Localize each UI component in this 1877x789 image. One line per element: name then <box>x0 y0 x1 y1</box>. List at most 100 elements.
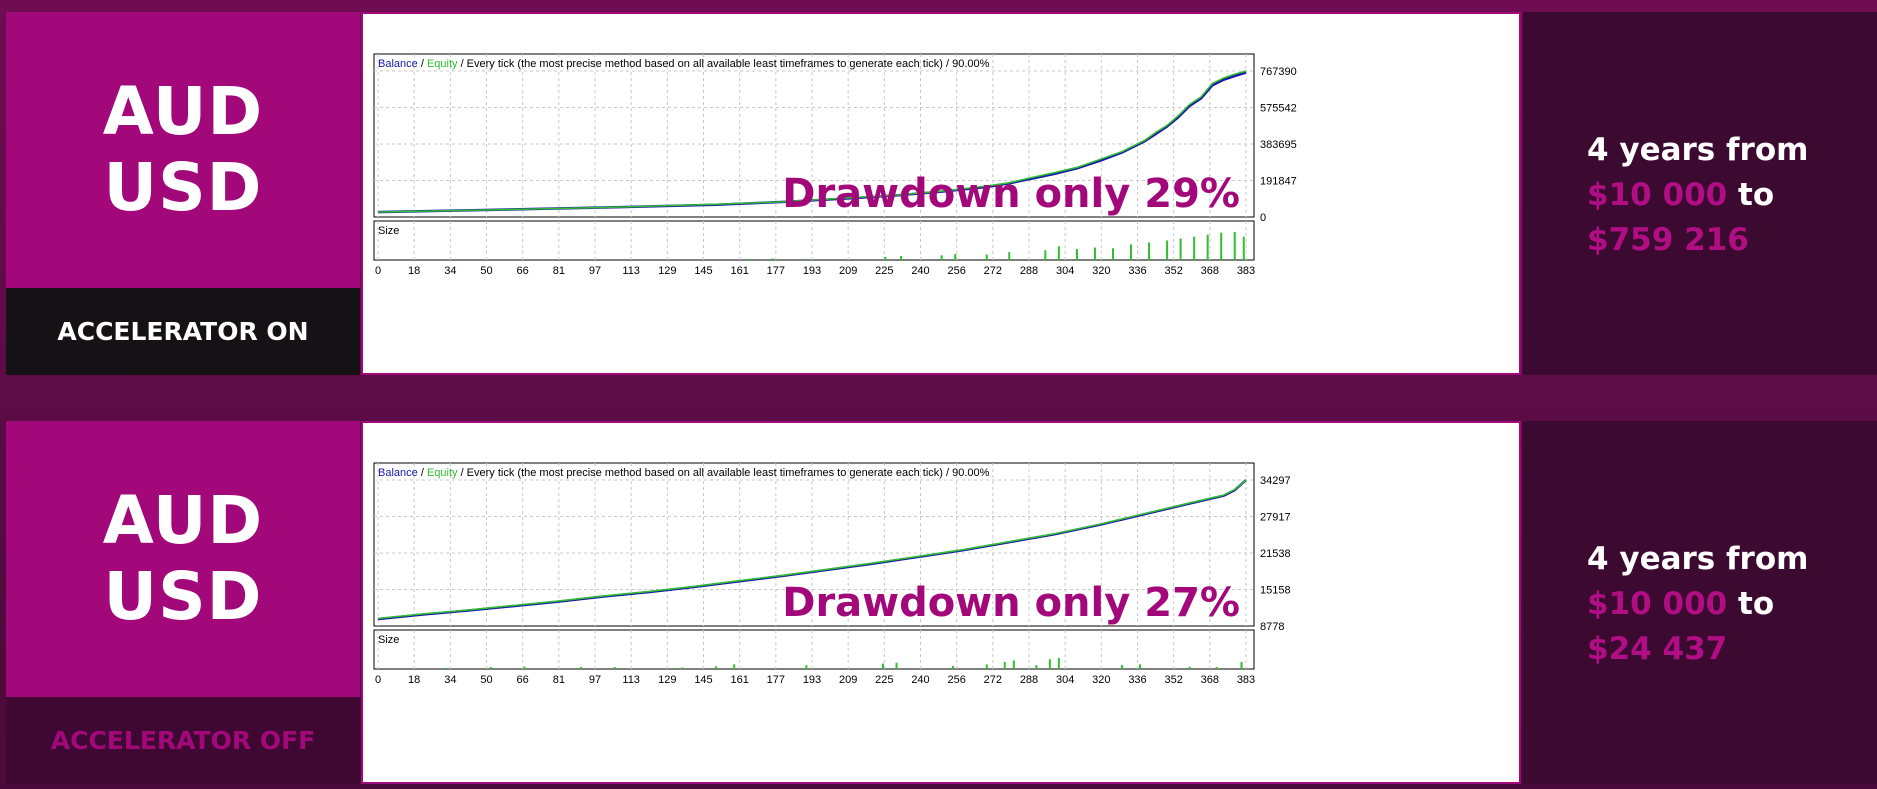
x-tick-label: 18 <box>408 265 420 277</box>
chart-panel: 0 18 34 50 66 81 97 113 129 145 161 177 193 209 225 240… <box>361 421 1521 784</box>
x-tick-label: 272 <box>984 674 1002 686</box>
chart-legend: Balance / Equity / Every tick (the most … <box>378 467 990 479</box>
series-line-equity <box>377 479 1247 620</box>
accelerator-label: ACCELERATOR OFF <box>6 697 360 784</box>
size-label: Size <box>378 634 399 646</box>
size-bar <box>749 258 751 260</box>
x-tick-label: 383 <box>1237 265 1255 277</box>
x-tick-label: 288 <box>1020 265 1038 277</box>
size-bar <box>1130 244 1133 260</box>
size-bar <box>1093 247 1096 260</box>
x-tick-label: 113 <box>622 674 640 686</box>
size-bar <box>1139 664 1142 669</box>
x-tick-label: 193 <box>803 674 821 686</box>
size-bar <box>1012 660 1015 669</box>
stats-to-word: to <box>1738 586 1775 622</box>
accelerator-label: ACCELERATOR ON <box>6 288 360 375</box>
pair-line2: USD <box>103 558 263 635</box>
y-tick-label: 575542 <box>1260 103 1297 115</box>
stats-text: 4 years from $10 000 to $759 216 <box>1587 128 1808 263</box>
size-bar <box>444 667 447 669</box>
pair-line2: USD <box>103 149 263 226</box>
x-tick-label: 34 <box>444 674 456 686</box>
size-bar <box>1179 238 1182 260</box>
x-tick-label: 145 <box>694 265 712 277</box>
x-tick-label: 161 <box>730 265 748 277</box>
size-bar <box>1240 661 1243 669</box>
x-tick-label: 66 <box>517 265 529 277</box>
legend-desc: / Every tick (the most precise method ba… <box>458 467 990 479</box>
drawdown-text: Drawdown only 29% <box>782 171 1240 217</box>
size-bar <box>895 662 898 669</box>
legend-sep: / <box>418 467 427 479</box>
y-tick-label: 191847 <box>1260 176 1297 188</box>
x-tick-label: 18 <box>408 674 420 686</box>
x-tick-label: 352 <box>1164 265 1182 277</box>
size-bar <box>954 254 957 260</box>
x-tick-label: 129 <box>658 674 676 686</box>
stats-text: 4 years from $10 000 to $24 437 <box>1587 537 1808 672</box>
legend-balance: Balance <box>378 467 418 479</box>
x-tick-label: 0 <box>375 674 381 686</box>
size-bar <box>523 666 526 669</box>
size-bar <box>1166 240 1169 260</box>
size-bar <box>1111 248 1114 260</box>
x-tick-label: 368 <box>1201 265 1219 277</box>
chart-legend: Balance / Equity / Every tick (the most … <box>378 58 990 70</box>
legend-balance: Balance <box>378 58 418 70</box>
x-tick-label: 145 <box>694 674 712 686</box>
x-tick-label: 225 <box>875 265 893 277</box>
balance-equity-chart: 0 18 34 50 66 81 97 113 129 145 161 177 193 209 225 240… <box>373 53 1297 277</box>
size-bar <box>1215 667 1218 669</box>
panel-accelerator-on: AUD USD ACCELERATOR ON 0 18 34 50 66 81 97 113 1… <box>6 12 1877 375</box>
stats-from: $10 000 <box>1587 586 1728 622</box>
x-tick-label: 320 <box>1092 674 1110 686</box>
stats-line1: 4 years from <box>1587 132 1809 168</box>
x-tick-label: 34 <box>444 265 456 277</box>
size-frame <box>373 220 1255 261</box>
x-tick-label: 113 <box>622 265 640 277</box>
x-tick-label: 177 <box>767 674 785 686</box>
x-tick-label: 129 <box>658 265 676 277</box>
x-tick-label: 177 <box>767 265 785 277</box>
pair-box: AUD USD <box>6 12 360 288</box>
x-tick-label: 352 <box>1164 674 1182 686</box>
y-tick-label: 34297 <box>1260 475 1291 487</box>
size-bar <box>1193 236 1196 260</box>
size-label: Size <box>378 225 399 237</box>
series-line-equity <box>377 70 1247 213</box>
size-bar <box>900 256 903 260</box>
legend-equity: Equity <box>427 467 458 479</box>
plot-frame <box>373 462 1255 627</box>
stats-line2: $10 000 to <box>1587 582 1808 627</box>
size-bar <box>489 667 492 669</box>
stats-from: $10 000 <box>1587 177 1728 213</box>
size-bar <box>884 256 887 260</box>
x-tick-label: 225 <box>875 674 893 686</box>
x-tick-label: 50 <box>480 674 492 686</box>
size-bar <box>1035 665 1038 669</box>
x-tick-label: 0 <box>375 265 381 277</box>
legend-equity: Equity <box>427 58 458 70</box>
stats-to: $24 437 <box>1587 631 1728 667</box>
size-bar <box>985 664 988 669</box>
x-tick-label: 288 <box>1020 674 1038 686</box>
size-bar <box>951 665 954 669</box>
x-tick-label: 383 <box>1237 674 1255 686</box>
size-bar <box>1008 252 1011 260</box>
x-tick-label: 81 <box>553 265 565 277</box>
x-tick-label: 209 <box>839 674 857 686</box>
size-bar <box>1233 231 1236 260</box>
size-bar <box>1057 246 1060 260</box>
x-tick-label: 50 <box>480 265 492 277</box>
stats-line1: 4 years from <box>1587 541 1809 577</box>
size-bar <box>613 667 616 669</box>
stats-to: $759 216 <box>1587 222 1749 258</box>
size-bar <box>940 255 943 260</box>
size-bar <box>1206 234 1209 260</box>
x-tick-label: 368 <box>1201 674 1219 686</box>
x-tick-label: 304 <box>1056 265 1074 277</box>
chart-panel: 0 18 34 50 66 81 97 113 129 145 161 177 193 209 225 240… <box>361 12 1521 375</box>
size-bar <box>1003 661 1006 669</box>
panel-accelerator-off: AUD USD ACCELERATOR OFF 0 18 34 50 66 81 97 113… <box>6 421 1877 784</box>
